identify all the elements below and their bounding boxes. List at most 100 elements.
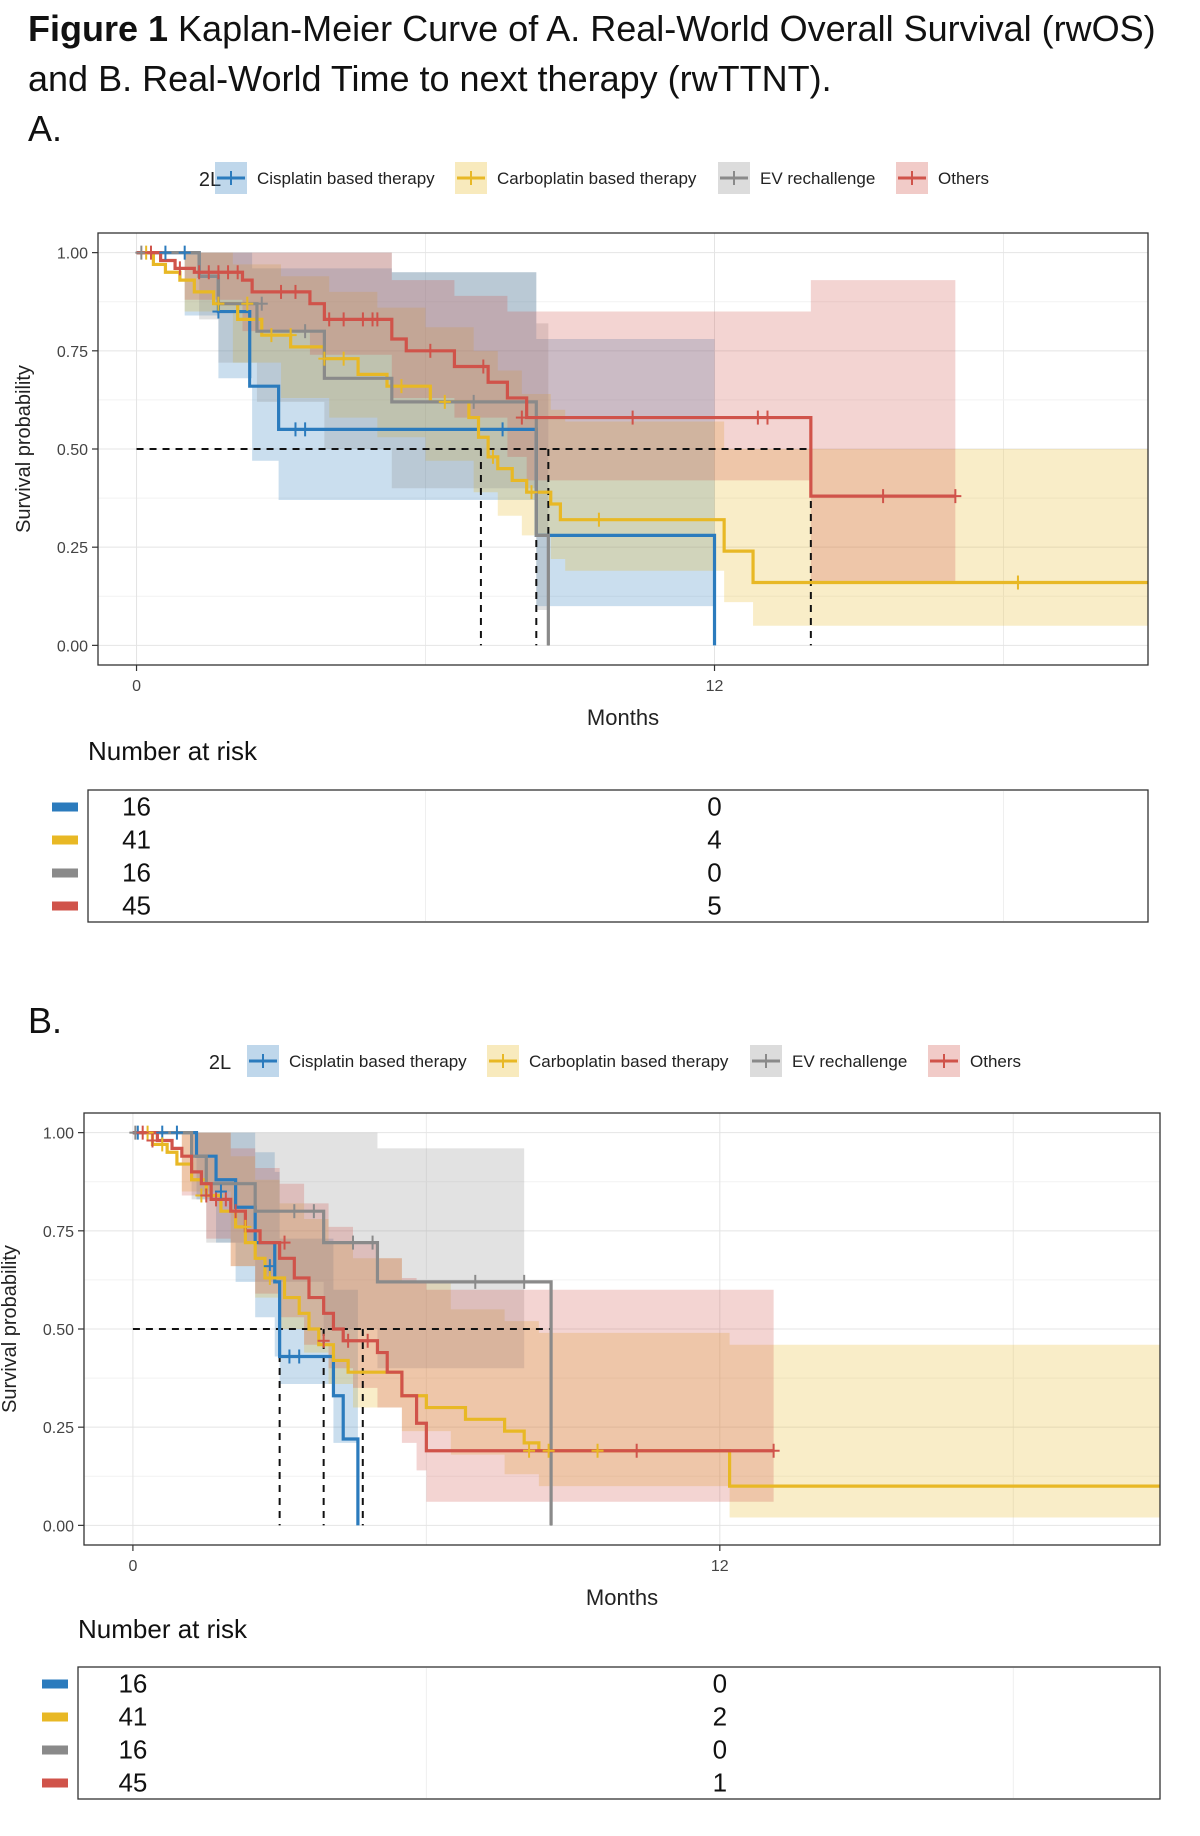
- panel-a-x-tick-label: 0: [132, 678, 141, 695]
- panel-b-x-axis-label: Months: [586, 1585, 658, 1610]
- panel-a-risk-row-carboplatin-based-therapy: 41 4: [52, 825, 722, 855]
- panel-b-risk-count: 0: [713, 1735, 727, 1765]
- panel-a-x-tick-label: 12: [706, 678, 724, 695]
- panel-a-y-tick-label: 0.00: [57, 638, 88, 655]
- panel-b-censor-mark-carboplatin-based-therapy: [523, 1443, 536, 1458]
- panel-b-censor-mark-carboplatin-based-therapy: [542, 1443, 555, 1458]
- panel-a-y-tick-label: 0.50: [57, 442, 88, 459]
- panel-a-censor-mark-cisplatin-based-therapy: [159, 245, 172, 260]
- panel-a-censor-mark-carboplatin-based-therapy: [212, 296, 225, 311]
- panel-b-censor-mark-carboplatin-based-therapy: [263, 1270, 276, 1285]
- panel-a-censor-mark-carboplatin-based-therapy: [395, 379, 408, 394]
- panel-b-censor-mark-cisplatin-based-therapy: [214, 1184, 227, 1199]
- panel-a-plot-area: [97, 232, 1149, 666]
- panel-b-plot-area: [83, 1112, 1161, 1546]
- panel-b-gridlines: [84, 1113, 1160, 1545]
- panel-b-risk-count: 0: [713, 1669, 727, 1699]
- panel-a-censor-mark-carboplatin-based-therapy: [525, 485, 538, 500]
- panel-b-censor-mark-carboplatin-based-therapy: [239, 1219, 252, 1234]
- panel-b-ci-band-cisplatin-based-therapy: [132, 1132, 358, 1443]
- panel-a-censor-mark-others: [275, 284, 288, 299]
- panel-a-censor-marks: [135, 245, 1024, 590]
- panel-b-legend-item-ev-rechallenge: EV rechallenge: [750, 1045, 907, 1077]
- panel-a-legend-item-others: Others: [896, 162, 989, 194]
- panel-a-risk-count: 5: [707, 891, 721, 921]
- panel-b-censor-mark-others: [136, 1125, 149, 1140]
- panel-b-censor-mark-others: [146, 1133, 159, 1148]
- panel-a-risk-row-swatch-carboplatin-based-therapy: [52, 835, 78, 845]
- panel-a-censor-mark-ev-rechallenge: [255, 296, 268, 311]
- panel-a-risk-count: 16: [122, 792, 151, 822]
- panel-a-censor-mark-others: [515, 410, 528, 425]
- panel-a-risk-row-ev-rechallenge: 16 0: [52, 858, 722, 888]
- panel-b-risk-count: 41: [118, 1702, 147, 1732]
- panel-a-censor-mark-carboplatin-based-therapy: [1011, 575, 1024, 590]
- panel-b-censor-marks: [129, 1125, 780, 1458]
- panel-a-censor-mark-others: [323, 312, 336, 327]
- panel-a-risk-row-swatch-others: [52, 901, 78, 911]
- panel-b-risk-count: 2: [713, 1702, 727, 1732]
- panel-b-legend-label-carboplatin-based-therapy: Carboplatin based therapy: [529, 1052, 729, 1071]
- panel-a-censor-mark-cisplatin-based-therapy: [496, 422, 509, 437]
- panel-b-curve-carboplatin-based-therapy: [132, 1131, 1160, 1488]
- panel-b-censor-mark-ev-rechallenge: [288, 1204, 301, 1219]
- panel-a-curve-carboplatin-based-therapy: [136, 251, 1148, 585]
- panel-a-censor-mark-others: [877, 489, 890, 504]
- panel-a-censor-mark-carboplatin-based-therapy: [337, 351, 350, 366]
- panel-a-censor-mark-others: [173, 261, 186, 276]
- panel-a-censor-mark-carboplatin-based-therapy: [318, 351, 331, 366]
- panel-b-censor-mark-others: [317, 1333, 330, 1348]
- panel-b-censor-mark-others: [229, 1204, 242, 1219]
- panel-a-legend-item-carboplatin-based-therapy: Carboplatin based therapy: [455, 162, 697, 194]
- panel-a-risk-count: 41: [122, 825, 151, 855]
- panel-a-risk-table-frame: [87, 789, 1149, 923]
- panel-a-legend-item-ev-rechallenge: EV rechallenge: [718, 162, 875, 194]
- panel-b-legend-label-cisplatin-based-therapy: Cisplatin based therapy: [289, 1052, 467, 1071]
- panel-a-risk-row-swatch-ev-rechallenge: [52, 868, 78, 878]
- panel-b-ci-band-others: [132, 1132, 774, 1502]
- panel-b-risk-row-swatch-others: [42, 1778, 68, 1788]
- panel-b-legend-label-others: Others: [970, 1052, 1021, 1071]
- panel-b-censor-mark-ev-rechallenge: [307, 1204, 320, 1219]
- panel-b-x-tick-label: 12: [711, 1558, 729, 1575]
- panel-b-legend: 2L Cisplatin based therapy Carboplatin bas…: [209, 1045, 1021, 1077]
- panel-b-censor-mark-others: [630, 1443, 643, 1458]
- panel-a-censor-mark-others: [231, 265, 244, 280]
- panel-b-risk-count: 1: [713, 1768, 727, 1798]
- panel-a-y-tick-label: 0.75: [57, 344, 88, 361]
- panel-a-censor-mark-others: [761, 410, 774, 425]
- panel-b-y-tick-label: 1.00: [43, 1126, 74, 1143]
- panel-b-legend-title: 2L: [209, 1052, 231, 1074]
- panel-b-risk-row-swatch-carboplatin-based-therapy: [42, 1712, 68, 1722]
- panel-b-label: B.: [28, 1000, 63, 1041]
- panel-a-censor-mark-others: [949, 489, 962, 504]
- panel-a-legend-title: 2L: [199, 169, 221, 191]
- panel-a-censor-mark-others: [477, 359, 490, 374]
- panel-a-censor-mark-others: [626, 410, 639, 425]
- panel-b-censor-mark-others: [219, 1192, 232, 1207]
- figure-caption: Figure 1 Kaplan-Meier Curve of A. Real-W…: [28, 4, 1188, 104]
- panel-b-y-tick-label: 0.75: [43, 1224, 74, 1241]
- panel-a-legend: 2L Cisplatin based therapy Carboplatin bas…: [199, 162, 989, 194]
- panel-a-censor-mark-carboplatin-based-therapy: [241, 296, 254, 311]
- panel-b-risk-table-frame: [77, 1666, 1161, 1800]
- panel-b-risk-row-ev-rechallenge: 16 0: [42, 1735, 727, 1765]
- panel-b-risk-row-swatch-ev-rechallenge: [42, 1745, 68, 1755]
- panel-a-legend-item-cisplatin-based-therapy: Cisplatin based therapy: [215, 162, 435, 194]
- panel-a-y-axis-label: Survival probability: [13, 365, 35, 533]
- panel-b-legend-item-carboplatin-based-therapy: Carboplatin based therapy: [487, 1045, 729, 1077]
- panel-b-ci-band-carboplatin-based-therapy: [132, 1132, 1161, 1518]
- panel-a-x-axis-label: Months: [587, 705, 659, 730]
- panel-a-curve-ev-rechallenge: [136, 251, 550, 646]
- panel-a-x-axis: 0 12 Months: [132, 665, 724, 730]
- panel-b-y-tick-label: 0.50: [43, 1322, 74, 1339]
- panel-b-legend-item-cisplatin-based-therapy: Cisplatin based therapy: [247, 1045, 467, 1077]
- panel-a-censor-mark-carboplatin-based-therapy: [265, 328, 278, 343]
- panel-a-censor-mark-cisplatin-based-therapy: [299, 422, 312, 437]
- panel-a-risk-count: 0: [707, 792, 721, 822]
- panel-a-risk-table: Number at risk 16 0 41 4 16 0 45 5: [52, 736, 1149, 923]
- panel-b-risk-count: 16: [118, 1669, 147, 1699]
- panel-b-risk-row-others: 45 1: [42, 1768, 727, 1798]
- panel-b-censor-mark-ev-rechallenge: [366, 1235, 379, 1250]
- panel-a-risk-count: 16: [122, 858, 151, 888]
